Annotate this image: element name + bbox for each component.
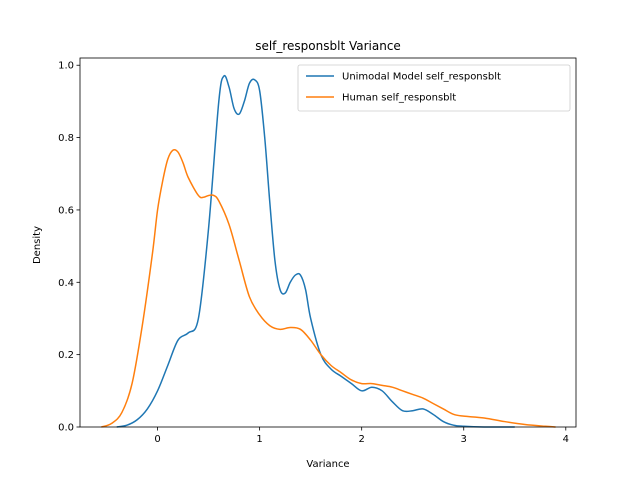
legend-box xyxy=(297,64,571,112)
x-axis-label: Variance xyxy=(306,459,349,470)
y-tick-label: 0.8 xyxy=(58,133,74,144)
y-tick-label: 0.4 xyxy=(58,278,74,289)
plot-frame xyxy=(79,57,577,428)
x-tick-label: 2 xyxy=(358,434,364,445)
x-tick-label: 3 xyxy=(461,434,467,445)
y-tick-label: 1.0 xyxy=(58,61,74,72)
chart-title: self_responsblt Variance xyxy=(255,39,401,53)
plot-lines xyxy=(101,74,556,428)
y-axis-label: Density xyxy=(32,226,43,264)
legend-label-1: Unimodal Model self_responsblt xyxy=(342,72,501,83)
y-axis: 0.0 0.2 0.4 0.6 0.8 1.0 xyxy=(58,61,80,434)
y-tick-label: 0.0 xyxy=(58,423,74,434)
y-tick-label: 0.6 xyxy=(58,205,74,216)
y-tick-label: 0.2 xyxy=(58,350,74,361)
legend: Unimodal Model self_responsblt Human self… xyxy=(297,64,571,112)
legend-label-2: Human self_responsblt xyxy=(342,93,456,104)
x-tick-label: 1 xyxy=(256,434,262,445)
x-tick-label: 4 xyxy=(563,434,569,445)
x-axis: 0 1 2 3 4 xyxy=(154,427,569,445)
series-line-2 xyxy=(101,148,556,428)
x-tick-label: 0 xyxy=(154,434,160,445)
series-line-1 xyxy=(116,74,515,428)
